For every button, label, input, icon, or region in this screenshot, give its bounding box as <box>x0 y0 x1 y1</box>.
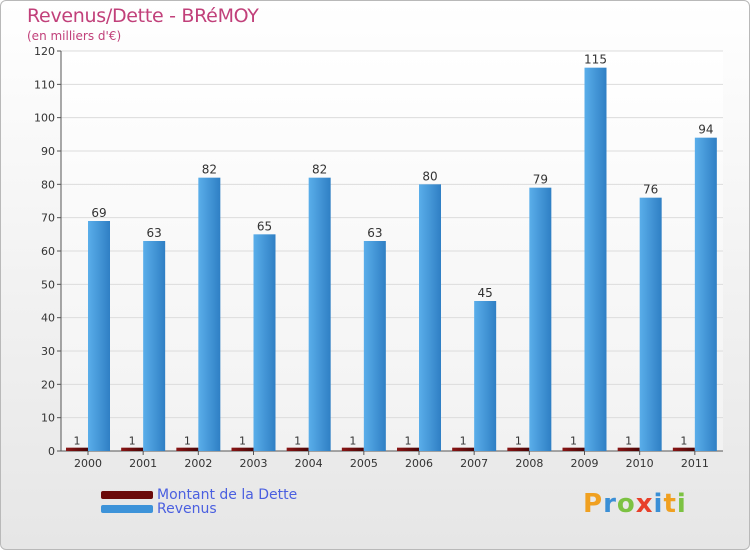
data-label-revenus: 63 <box>367 226 382 240</box>
logo-letter: x <box>635 489 654 519</box>
logo-letter: t <box>663 489 677 519</box>
bar-revenus <box>584 67 607 452</box>
legend-label-revenus: Revenus <box>157 501 217 517</box>
bar-revenus <box>474 301 497 451</box>
y-tick-label: 0 <box>48 445 55 458</box>
bar-dette <box>66 447 88 451</box>
data-label-dette: 1 <box>625 435 632 448</box>
x-tick-label: 2006 <box>405 457 433 470</box>
legend-label-dette: Montant de la Dette <box>157 487 298 503</box>
bar-dette <box>452 447 475 451</box>
bar-dette <box>397 447 419 451</box>
y-tick-label: 30 <box>41 345 55 358</box>
x-tick-label: 2001 <box>129 457 157 470</box>
data-label-dette: 1 <box>680 435 687 448</box>
bar-revenus <box>694 137 717 451</box>
chart-subtitle: (en milliers d'€) <box>27 29 122 43</box>
x-tick-label: 2005 <box>350 457 378 470</box>
logo-letter: i <box>653 489 664 519</box>
data-label-dette: 1 <box>184 435 191 448</box>
data-label-revenus: 94 <box>698 123 713 137</box>
data-label-dette: 1 <box>570 435 577 448</box>
data-label-dette: 1 <box>460 435 467 448</box>
bar-revenus <box>419 184 441 452</box>
proxiti-logo: Proxiti <box>583 489 687 519</box>
bar-dette <box>286 447 309 451</box>
data-label-dette: 1 <box>129 435 136 448</box>
data-label-dette: 1 <box>515 435 522 448</box>
data-label-dette: 1 <box>239 435 246 448</box>
data-label-revenus: 79 <box>533 173 548 187</box>
legend-item-revenus: Revenus <box>101 501 217 517</box>
data-label-dette: 1 <box>294 435 301 448</box>
bar-revenus <box>143 241 166 451</box>
bar-dette <box>562 447 585 451</box>
data-label-revenus: 115 <box>584 53 607 67</box>
data-label-dette: 1 <box>405 435 412 448</box>
y-tick-label: 100 <box>34 112 55 125</box>
chart-title: Revenus/Dette - BRéMOY <box>27 5 259 27</box>
bar-dette <box>341 447 364 451</box>
data-label-revenus: 69 <box>91 206 106 220</box>
y-tick-label: 70 <box>41 212 55 225</box>
data-label-dette: 1 <box>74 435 81 448</box>
x-tick-label: 2010 <box>626 457 654 470</box>
bar-revenus <box>639 197 662 451</box>
bar-revenus <box>363 241 386 451</box>
bar-dette <box>121 447 144 451</box>
bar-revenus <box>88 221 110 451</box>
y-tick-label: 10 <box>41 412 55 425</box>
bar-dette <box>231 447 254 451</box>
y-tick-label: 20 <box>41 378 55 391</box>
y-tick-label: 40 <box>41 312 55 325</box>
bar-revenus <box>253 234 276 451</box>
legend-swatch-revenus <box>101 505 153 513</box>
x-tick-label: 2011 <box>681 457 709 470</box>
x-tick-label: 2003 <box>240 457 268 470</box>
data-label-dette: 1 <box>349 435 356 448</box>
bar-dette <box>176 447 199 451</box>
bar-dette <box>672 447 695 451</box>
data-label-revenus: 80 <box>422 169 437 183</box>
data-label-revenus: 45 <box>478 286 493 300</box>
data-label-revenus: 65 <box>257 219 272 233</box>
bar-dette <box>507 447 530 451</box>
y-tick-label: 120 <box>34 45 55 58</box>
legend-swatch-dette <box>101 491 153 499</box>
x-tick-label: 2002 <box>184 457 212 470</box>
y-tick-label: 50 <box>41 278 55 291</box>
bar-revenus <box>308 177 331 451</box>
legend-item-dette: Montant de la Dette <box>101 487 297 503</box>
y-tick-label: 60 <box>41 245 55 258</box>
bar-revenus <box>529 187 552 451</box>
logo-letter: i <box>676 489 687 519</box>
y-tick-label: 80 <box>41 178 55 191</box>
y-tick-label: 90 <box>41 145 55 158</box>
data-label-revenus: 76 <box>643 183 658 197</box>
logo-letter: r <box>603 489 617 519</box>
bar-dette <box>617 447 640 451</box>
data-label-revenus: 82 <box>202 163 217 177</box>
x-tick-label: 2004 <box>295 457 323 470</box>
data-label-revenus: 82 <box>312 163 327 177</box>
x-tick-label: 2000 <box>74 457 102 470</box>
logo-letter: o <box>616 489 636 519</box>
x-tick-label: 2007 <box>460 457 488 470</box>
data-label-revenus: 63 <box>147 226 162 240</box>
x-tick-label: 2008 <box>515 457 543 470</box>
bar-revenus <box>198 177 221 451</box>
y-tick-label: 110 <box>34 78 55 91</box>
logo-letter: P <box>583 489 604 519</box>
x-tick-label: 2009 <box>571 457 599 470</box>
